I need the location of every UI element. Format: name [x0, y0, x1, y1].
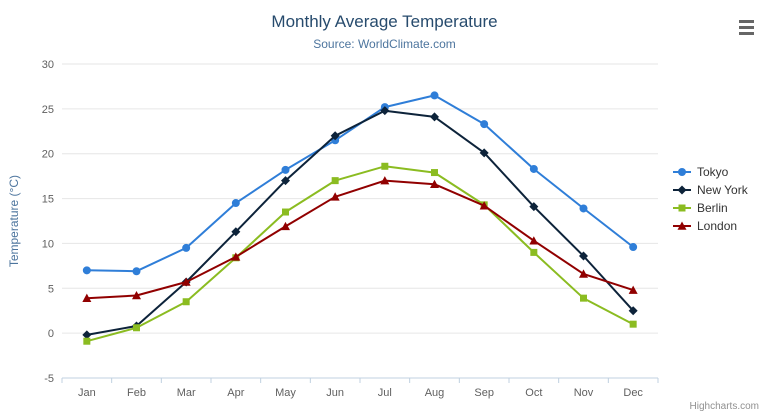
data-point-tokyo	[629, 243, 638, 252]
data-point-tokyo	[231, 199, 240, 208]
data-point-tokyo	[82, 266, 91, 275]
data-point-london	[479, 201, 489, 210]
series-line-new-york	[85, 109, 635, 336]
data-point-new-york	[231, 227, 241, 237]
data-point-new-york	[82, 330, 92, 340]
y-axis-tick-label: 5	[48, 283, 54, 295]
x-axis-tick-label: Apr	[227, 387, 244, 399]
data-point-new-york	[430, 112, 439, 122]
data-point-berlin	[580, 294, 587, 302]
legend-label: Berlin	[697, 201, 728, 215]
legend-marker-triangle-icon	[673, 221, 691, 230]
x-axis-tick-label: May	[275, 387, 296, 399]
data-point-london	[529, 236, 539, 245]
data-point-tokyo	[281, 165, 290, 174]
y-axis-tick-label: -5	[44, 373, 54, 385]
hamburger-menu-button[interactable]	[734, 15, 759, 39]
data-point-tokyo	[579, 204, 588, 213]
data-point-tokyo	[132, 267, 141, 276]
credits-link[interactable]: Highcharts.com	[689, 401, 759, 412]
series-line-tokyo	[85, 94, 635, 273]
legend-label: London	[697, 219, 738, 233]
data-point-london	[430, 179, 439, 189]
legend-item-london[interactable]: London	[672, 219, 748, 233]
hamburger-menu-icon	[739, 25, 754, 29]
data-point-london	[82, 293, 92, 302]
legend: Tokyo New York Berlin London	[672, 165, 748, 233]
legend-symbol	[678, 204, 686, 212]
data-point-berlin	[133, 324, 140, 332]
x-axis-tick-label: Feb	[127, 387, 146, 399]
data-point-london	[330, 192, 340, 201]
legend-symbol	[677, 185, 687, 195]
legend-symbol	[677, 221, 687, 230]
x-axis-tick-label: Sep	[474, 387, 494, 399]
data-point-london	[132, 290, 141, 300]
hamburger-menu-icon	[739, 19, 754, 23]
legend-label: New York	[697, 183, 748, 197]
chart-title: Monthly Average Temperature	[271, 12, 498, 31]
x-axis-tick-label: Nov	[574, 387, 594, 399]
x-axis-tick-label: Jan	[78, 387, 96, 399]
legend-label: Tokyo	[697, 165, 729, 179]
y-axis-tick-label: 10	[42, 238, 54, 250]
data-point-london	[181, 277, 191, 286]
data-point-berlin	[431, 169, 438, 177]
data-point-london	[281, 221, 290, 231]
legend-item-new-york[interactable]: New York	[672, 183, 748, 197]
x-axis-tick-label: Dec	[623, 387, 643, 399]
legend-marker-diamond-icon	[673, 185, 691, 195]
x-axis-tick-label: Oct	[525, 387, 542, 399]
chart-subtitle: Source: WorldClimate.com	[313, 37, 456, 51]
data-point-tokyo	[430, 91, 439, 100]
legend-marker-square-icon	[673, 204, 691, 212]
y-axis-tick-label: 25	[42, 104, 54, 116]
legend-item-berlin[interactable]: Berlin	[672, 201, 748, 215]
data-point-new-york	[281, 176, 290, 186]
series-line-berlin	[85, 165, 635, 343]
data-point-london	[231, 252, 241, 261]
data-point-london	[628, 285, 638, 294]
data-point-new-york	[380, 106, 390, 116]
data-point-berlin	[629, 320, 637, 328]
y-axis-tick-label: 0	[48, 328, 54, 340]
data-point-berlin	[530, 248, 538, 256]
data-point-new-york	[628, 306, 638, 316]
x-axis-tick-label: Jun	[326, 387, 344, 399]
data-point-tokyo	[529, 164, 538, 173]
y-axis-tick-label: 15	[42, 194, 54, 206]
data-point-berlin	[83, 337, 91, 345]
data-point-tokyo	[182, 243, 191, 252]
data-point-new-york	[579, 251, 588, 261]
data-point-tokyo	[480, 120, 489, 129]
data-point-london	[579, 269, 588, 278]
x-axis-tick-label: Jul	[378, 387, 392, 399]
data-point-berlin	[182, 298, 190, 306]
legend-symbol	[678, 168, 686, 176]
legend-marker-circle-icon	[673, 168, 691, 176]
data-point-new-york	[479, 148, 489, 158]
data-point-berlin	[381, 162, 389, 170]
legend-item-tokyo[interactable]: Tokyo	[672, 165, 748, 179]
data-point-berlin	[331, 177, 339, 185]
data-point-new-york	[529, 202, 539, 212]
y-axis-tick-label: 30	[42, 59, 54, 71]
hamburger-menu-icon	[739, 31, 754, 35]
x-axis-tick-label: Mar	[177, 387, 196, 399]
x-axis-tick-label: Aug	[425, 387, 445, 399]
data-point-london	[380, 176, 390, 185]
y-axis-tick-label: 20	[42, 149, 54, 161]
data-point-berlin	[282, 208, 289, 216]
series-line-london	[85, 179, 635, 300]
data-point-new-york	[330, 131, 340, 141]
